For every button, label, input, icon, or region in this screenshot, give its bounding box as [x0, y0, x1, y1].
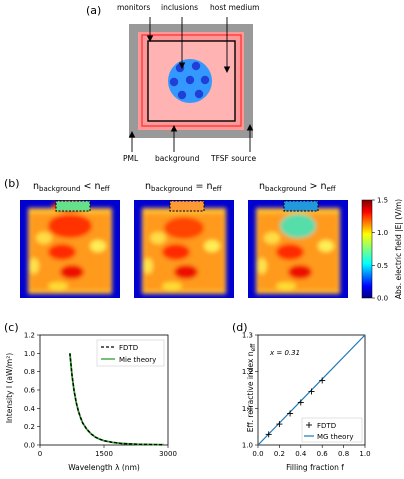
panel-a-label: (a) — [86, 4, 101, 17]
panel-d-label: (d) — [232, 321, 248, 334]
chart-d-fdtd-point — [287, 410, 294, 417]
chart-d-ylabel: Eff. refractive index neff — [246, 343, 257, 432]
chart-c-ytick-label: 1.0 — [24, 350, 35, 358]
chart-d-frame — [257, 334, 366, 446]
column-title-1: nbackground < neff — [33, 181, 110, 193]
chart-d-ytick-label: 1.3 — [242, 332, 253, 340]
chart-c-series-mie-theory — [69, 353, 164, 446]
panel-c-label: (c) — [4, 321, 19, 334]
legend-fdtd-label-d: FDTD — [317, 422, 336, 430]
chart-c-ytick-label: 0.2 — [24, 423, 35, 431]
chart-d-xtick-label: 0.4 — [295, 450, 307, 458]
field-map-1 — [20, 200, 120, 298]
chart-c-xlabel: Wavelength λ (nm) — [68, 463, 140, 472]
legend-fdtd-label: FDTD — [119, 344, 138, 352]
chart-c-ytick-label: 0.6 — [24, 387, 36, 395]
chart-c-series-fdtd — [69, 353, 164, 446]
monitors-label: monitors — [117, 3, 150, 12]
inclusions-label: inclusions — [161, 3, 198, 12]
legend-mg-label: MG theory — [317, 433, 353, 441]
chart-c-ytick-label: 0.8 — [24, 368, 35, 376]
legend-mie-label: Mie theory — [119, 356, 156, 364]
chart-d-fdtd-point — [308, 388, 315, 395]
chart-c-legend: FDTD Mie theory — [96, 339, 165, 367]
host-medium-label: host medium — [210, 3, 259, 12]
chart-d-fdtd-point — [297, 399, 304, 406]
chart-d-legend: FDTD MG theory — [301, 417, 363, 443]
annotation-arrows — [128, 17, 254, 152]
colorbar-label: Abs. electric field |E| (V/m) — [394, 199, 403, 299]
chart-d-fdtd-point — [276, 421, 283, 428]
chart-c-xtick-label: 0 — [38, 450, 42, 458]
chart-d-ytick-label: 1.0 — [242, 442, 253, 450]
chart-c-xtick-label: 1500 — [95, 450, 113, 458]
chart-d-xtick-label: 0.8 — [338, 450, 349, 458]
chart-d-ytick-label: 1.1 — [242, 405, 253, 413]
panel-a: (a) monitors inclusions host medium PML … — [86, 3, 259, 163]
column-title-2: nbackground = neff — [145, 181, 222, 193]
panel-b: (b) nbackground < neff nbackground = nef… — [4, 177, 403, 303]
field-map-2 — [134, 200, 234, 298]
colorbar: 0.0 0.5 1.0 1.5 Abs. electric field |E| (V/… — [361, 197, 403, 303]
chart-d-fdtd-point — [319, 377, 326, 384]
tfsf-source-box — [141, 34, 242, 127]
chart-d-ytick-label: 1.2 — [242, 368, 253, 376]
chart-c-ylabel: Intensity I (aW/m²) — [5, 353, 14, 423]
chart-d-xtick-label: 0.2 — [274, 450, 285, 458]
panel-d: (d) Eff. refractive index neff Filling f… — [232, 321, 371, 472]
column-title-3: nbackground > neff — [259, 181, 336, 193]
field-map-3 — [248, 200, 348, 298]
chart-c-ytick-label: 0.4 — [24, 405, 36, 413]
panel-c: (c) Intensity I (aW/m²) Wavelength λ (nm… — [4, 321, 177, 472]
chart-d-annotation: x = 0.31 — [269, 349, 300, 357]
chart-c-ytick-label: 1.2 — [24, 332, 35, 340]
chart-d-xlabel: Filling fraction f — [286, 463, 344, 472]
inclusion-dots — [169, 61, 210, 100]
chart-d-fdtd-point — [265, 431, 272, 438]
panel-b-label: (b) — [4, 177, 20, 190]
colorbar-tick-label: 0.0 — [377, 295, 388, 303]
colorbar-tick-label: 1.0 — [377, 229, 388, 237]
tfsf-source-label: TFSF source — [210, 154, 257, 163]
chart-d-xtick-label: 0.6 — [317, 450, 329, 458]
colorbar-tick-label: 0.5 — [377, 262, 388, 270]
background-label: background — [155, 154, 200, 163]
colorbar-tick-label: 1.5 — [377, 197, 388, 205]
chart-d-xtick-label: 1.0 — [359, 450, 370, 458]
legend-fdtd-marker — [306, 422, 312, 428]
pml-label: PML — [123, 154, 139, 163]
chart-d-xtick-label: 0.0 — [252, 450, 263, 458]
chart-c-ytick-label: 0.0 — [24, 442, 35, 450]
chart-c-xtick-label: 3000 — [159, 450, 177, 458]
